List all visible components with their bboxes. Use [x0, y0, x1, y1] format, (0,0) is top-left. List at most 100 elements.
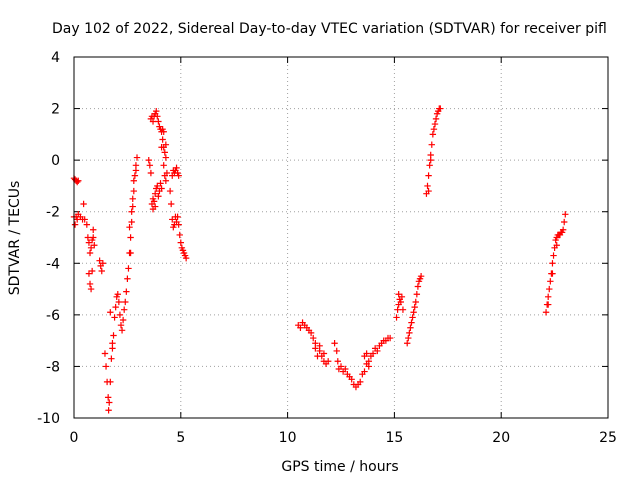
- data-point: [408, 319, 415, 326]
- data-point: [145, 156, 152, 164]
- data-point: [169, 216, 176, 223]
- data-point: [397, 298, 405, 306]
- data-point: [310, 334, 317, 342]
- y-tick-label: -6: [46, 308, 60, 324]
- data-point: [117, 321, 125, 329]
- data-point: [398, 293, 406, 301]
- data-point: [561, 218, 568, 226]
- data-point: [374, 347, 381, 355]
- data-point: [149, 118, 157, 125]
- data-point: [430, 126, 438, 133]
- data-point: [324, 358, 332, 365]
- data-point: [365, 363, 372, 370]
- data-point: [101, 350, 109, 357]
- data-point: [162, 141, 170, 148]
- data-point: [407, 324, 414, 331]
- data-point: [88, 267, 96, 275]
- data-point: [71, 221, 79, 228]
- data-point: [119, 316, 127, 324]
- data-point: [312, 340, 319, 347]
- data-point: [173, 164, 180, 172]
- data-point: [399, 306, 407, 313]
- data-point: [166, 187, 174, 195]
- plot-frame: [73, 56, 609, 419]
- data-point: [104, 394, 112, 401]
- data-point: [331, 340, 338, 347]
- data-point: [175, 172, 182, 179]
- data-point: [107, 309, 114, 316]
- data-point: [406, 329, 413, 337]
- data-point: [424, 182, 431, 190]
- data-point: [129, 195, 136, 203]
- data-point: [154, 113, 161, 120]
- data-point: [157, 180, 164, 187]
- x-tick-label: 5: [176, 430, 185, 446]
- data-point: [544, 293, 552, 301]
- data-point: [146, 162, 154, 169]
- data-point: [74, 178, 81, 186]
- data-point: [176, 231, 183, 239]
- data-point: [124, 275, 131, 282]
- data-point: [107, 378, 114, 386]
- data-point: [425, 187, 432, 195]
- data-point: [115, 298, 123, 306]
- data-point: [429, 131, 437, 138]
- data-point: [161, 149, 168, 156]
- data-point: [562, 211, 569, 218]
- data-point: [147, 169, 155, 177]
- data-point: [102, 363, 110, 370]
- data-point: [83, 221, 91, 228]
- data-point: [91, 242, 98, 249]
- x-tick-label: 20: [492, 430, 510, 446]
- data-point: [333, 347, 340, 355]
- data-point: [363, 350, 370, 357]
- data-point: [112, 303, 119, 311]
- data-point: [109, 340, 116, 347]
- x-tick-label: 25: [599, 430, 617, 446]
- data-point: [118, 327, 126, 334]
- data-point: [559, 226, 567, 233]
- data-point: [128, 208, 135, 215]
- data-point: [99, 260, 107, 267]
- chart-title: Day 102 of 2022, Sidereal Day-to-day VTE…: [52, 21, 607, 37]
- data-point: [80, 200, 87, 208]
- data-point: [547, 278, 554, 285]
- data-point: [394, 306, 401, 313]
- data-point: [431, 120, 439, 128]
- data-point: [182, 254, 190, 262]
- data-point: [348, 376, 355, 383]
- data-point: [428, 141, 435, 148]
- data-point: [162, 154, 170, 161]
- data-point: [546, 285, 553, 293]
- data-point: [437, 105, 444, 112]
- data-point: [128, 218, 135, 226]
- data-point: [131, 172, 139, 179]
- data-point: [75, 177, 82, 184]
- data-point: [151, 203, 159, 210]
- data-point: [386, 334, 394, 342]
- data-point: [162, 177, 170, 184]
- data-point: [84, 234, 92, 241]
- data-point: [110, 332, 117, 339]
- data-point: [177, 239, 184, 246]
- data-point: [432, 115, 440, 123]
- data-points: [70, 105, 569, 414]
- data-point: [393, 314, 400, 321]
- y-tick-label: 0: [51, 153, 60, 169]
- x-tick-label: 0: [70, 430, 79, 446]
- data-point: [307, 329, 315, 337]
- data-point: [96, 257, 103, 264]
- data-point: [86, 280, 94, 288]
- data-point: [108, 355, 115, 362]
- data-point: [98, 267, 105, 275]
- data-point: [132, 167, 140, 174]
- data-point: [125, 265, 132, 272]
- data-point: [297, 324, 304, 331]
- data-point: [369, 350, 377, 357]
- data-point: [549, 270, 556, 277]
- x-tick-label: 15: [385, 430, 403, 446]
- data-point: [105, 407, 112, 414]
- x-tick-label: 10: [279, 430, 297, 446]
- data-point: [175, 221, 182, 228]
- data-point: [106, 399, 113, 406]
